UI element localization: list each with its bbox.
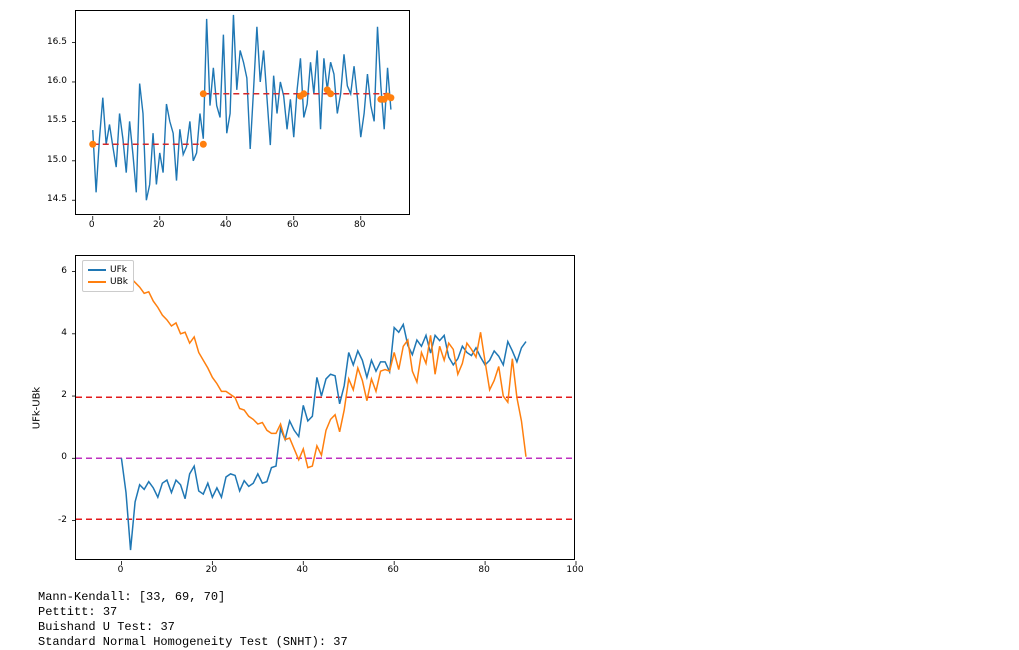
changepoint-marker	[300, 90, 307, 97]
legend-item: UFk	[88, 264, 128, 276]
ytick-label: 16.5	[47, 37, 67, 47]
page-root: { "canvas": { "width": 1019, "height": 6…	[0, 0, 1019, 650]
ufk-line	[121, 324, 526, 550]
result-value: [33, 69, 70]	[139, 590, 225, 604]
legend: UFkUBk	[82, 260, 134, 292]
result-line: Pettitt: 37	[38, 605, 117, 619]
xtick-label: 80	[478, 565, 489, 575]
result-value: 37	[103, 605, 117, 619]
xtick-label: 0	[89, 220, 95, 230]
bottom-plot-pane: UFkUBk	[75, 255, 575, 560]
legend-swatch	[88, 281, 106, 283]
ytick-label: 15.5	[47, 115, 67, 125]
xtick-label: 100	[566, 565, 583, 575]
result-sep: :	[319, 635, 333, 649]
result-line: Mann-Kendall: [33, 69, 70]	[38, 590, 225, 604]
xtick-label: 80	[354, 220, 365, 230]
ytick-label: 6	[61, 266, 67, 276]
result-value: 37	[333, 635, 347, 649]
ubk-line	[121, 273, 526, 468]
ytick-label: 0	[61, 452, 67, 462]
xtick-label: 40	[220, 220, 231, 230]
legend-item: UBk	[88, 276, 128, 288]
ytick-label: -2	[58, 515, 67, 525]
changepoint-marker	[327, 90, 334, 97]
xtick-label: 60	[287, 220, 298, 230]
top-plot-pane	[75, 10, 410, 215]
changepoint-marker	[89, 141, 96, 148]
ytick-label: 4	[61, 328, 67, 338]
xtick-label: 0	[118, 565, 124, 575]
result-value: 37	[160, 620, 174, 634]
bottom-y-axis-label: UFk-UBk	[32, 386, 43, 428]
xtick-label: 20	[153, 220, 164, 230]
ytick-label: 15.0	[47, 155, 67, 165]
ytick-label: 14.5	[47, 194, 67, 204]
result-sep: :	[88, 605, 102, 619]
result-label: Standard Normal Homogeneity Test (SNHT)	[38, 635, 319, 649]
result-line: Buishand U Test: 37	[38, 620, 175, 634]
changepoint-marker	[387, 94, 394, 101]
series-line	[93, 15, 391, 200]
changepoint-marker	[200, 90, 207, 97]
result-label: Mann-Kendall	[38, 590, 124, 604]
changepoint-marker	[200, 141, 207, 148]
result-label: Buishand U Test	[38, 620, 146, 634]
legend-label: UFk	[110, 264, 127, 276]
result-line: Standard Normal Homogeneity Test (SNHT):…	[38, 635, 348, 649]
result-label: Pettitt	[38, 605, 88, 619]
bottom-plot-svg	[76, 256, 576, 561]
legend-label: UBk	[110, 276, 128, 288]
xtick-label: 40	[297, 565, 308, 575]
xtick-label: 60	[387, 565, 398, 575]
ytick-label: 2	[61, 390, 67, 400]
top-plot-svg	[76, 11, 411, 216]
legend-swatch	[88, 269, 106, 271]
result-sep: :	[146, 620, 160, 634]
ytick-label: 16.0	[47, 76, 67, 86]
result-sep: :	[124, 590, 138, 604]
xtick-label: 20	[206, 565, 217, 575]
